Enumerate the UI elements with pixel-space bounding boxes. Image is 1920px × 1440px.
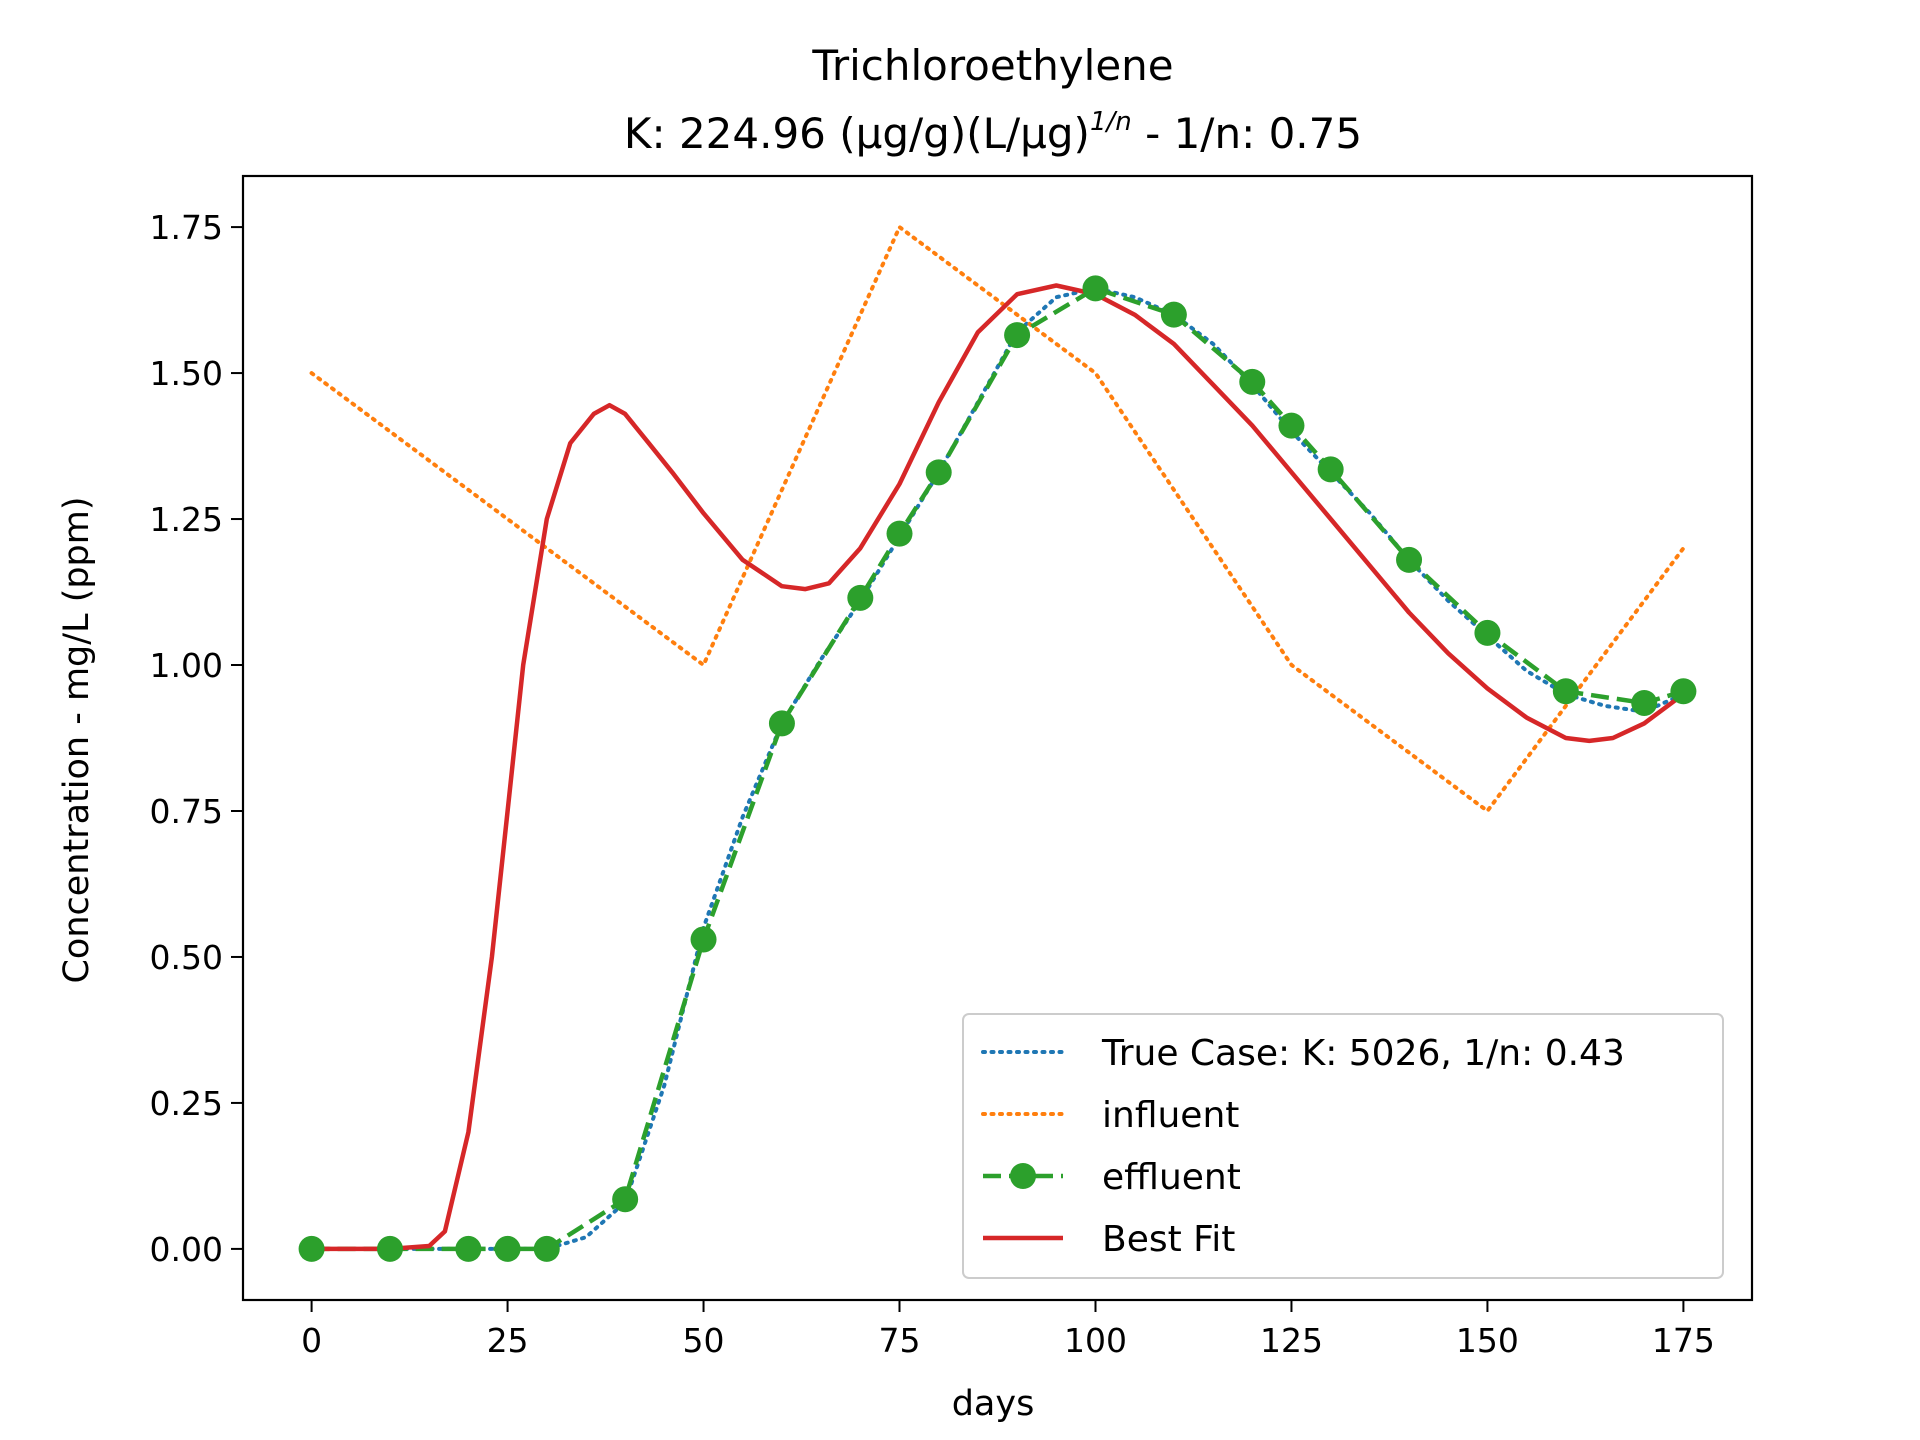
- x-tick-label: 50: [683, 1321, 725, 1360]
- chart-title: Trichloroethylene: [811, 41, 1173, 90]
- effluent-point: [1239, 368, 1266, 395]
- effluent-point: [690, 926, 717, 953]
- series-line-2: [309, 225, 1686, 813]
- x-tick-label: 150: [1456, 1321, 1519, 1360]
- series-line-3: [311, 286, 1685, 1252]
- y-tick-label: 1.75: [150, 208, 223, 247]
- subtitle-exponent: 1/n: [1090, 107, 1132, 137]
- effluent-point: [847, 584, 874, 611]
- effluent-point: [494, 1235, 521, 1262]
- legend: True Case: K: 5026, 1/n: 0.43 influent eff…: [962, 1013, 1724, 1279]
- series-line-4: [311, 283, 1685, 1252]
- legend-label-3: effluent: [1102, 1157, 1241, 1198]
- subtitle-suffix: - 1/n: 0.75: [1132, 109, 1362, 158]
- effluent-point: [1631, 689, 1658, 716]
- effluent-point: [1396, 546, 1423, 573]
- x-tick-label: 75: [879, 1321, 921, 1360]
- x-tick-label: 175: [1652, 1321, 1715, 1360]
- legend-label-2: influent: [1102, 1095, 1239, 1136]
- legend-marker: [1010, 1163, 1036, 1189]
- plot-frame: [241, 174, 1754, 1302]
- effluent-point: [455, 1235, 482, 1262]
- effluent-point: [925, 459, 952, 486]
- axes: 0 25 50 75 100 125 150 175 0.00 0.25 0.50 0.75 1.00 1…: [150, 174, 1754, 1360]
- effluent-point: [1082, 275, 1109, 302]
- x-tick-label: 125: [1260, 1321, 1323, 1360]
- effluent-point: [1474, 619, 1501, 646]
- x-tick-label: 0: [301, 1321, 322, 1360]
- effluent-point: [612, 1186, 639, 1213]
- effluent-point: [1552, 678, 1579, 705]
- y-tick-label: 1.00: [150, 646, 223, 685]
- effluent-point: [768, 710, 795, 737]
- y-tick-label: 0.50: [150, 938, 223, 977]
- effluent-point: [1160, 301, 1187, 328]
- effluent-point: [1317, 456, 1344, 483]
- effluent-point: [1278, 412, 1305, 439]
- y-tick-label: 0.25: [150, 1084, 223, 1123]
- y-axis-label: Concentration - mg/L (ppm): [57, 496, 97, 983]
- y-tick-label: 0.00: [150, 1230, 223, 1269]
- x-axis-label: days: [952, 1384, 1035, 1424]
- effluent-point: [1670, 678, 1697, 705]
- y-tick-label: 1.25: [150, 500, 223, 539]
- legend-label-1: True Case: K: 5026, 1/n: 0.43: [1101, 1033, 1625, 1074]
- legend-label-4: Best Fit: [1102, 1219, 1235, 1260]
- series-line-1: [309, 286, 1686, 1251]
- effluent-point: [376, 1235, 403, 1262]
- effluent-point: [886, 520, 913, 547]
- effluent-point: [298, 1235, 325, 1262]
- plot-area: [298, 225, 1697, 1262]
- effluent-point: [533, 1235, 560, 1262]
- y-tick-label: 1.50: [150, 354, 223, 393]
- effluent-point: [1004, 322, 1031, 349]
- legend-box: [962, 1013, 1724, 1279]
- chart-subtitle: K: 224.96 (μg/g)(L/μg)1/n - 1/n: 0.75: [624, 107, 1362, 158]
- y-tick-label: 0.75: [150, 792, 223, 831]
- subtitle-prefix: K: 224.96 (μg/g)(L/μg): [624, 109, 1090, 158]
- x-tick-label: 100: [1064, 1321, 1127, 1360]
- x-tick-label: 25: [487, 1321, 529, 1360]
